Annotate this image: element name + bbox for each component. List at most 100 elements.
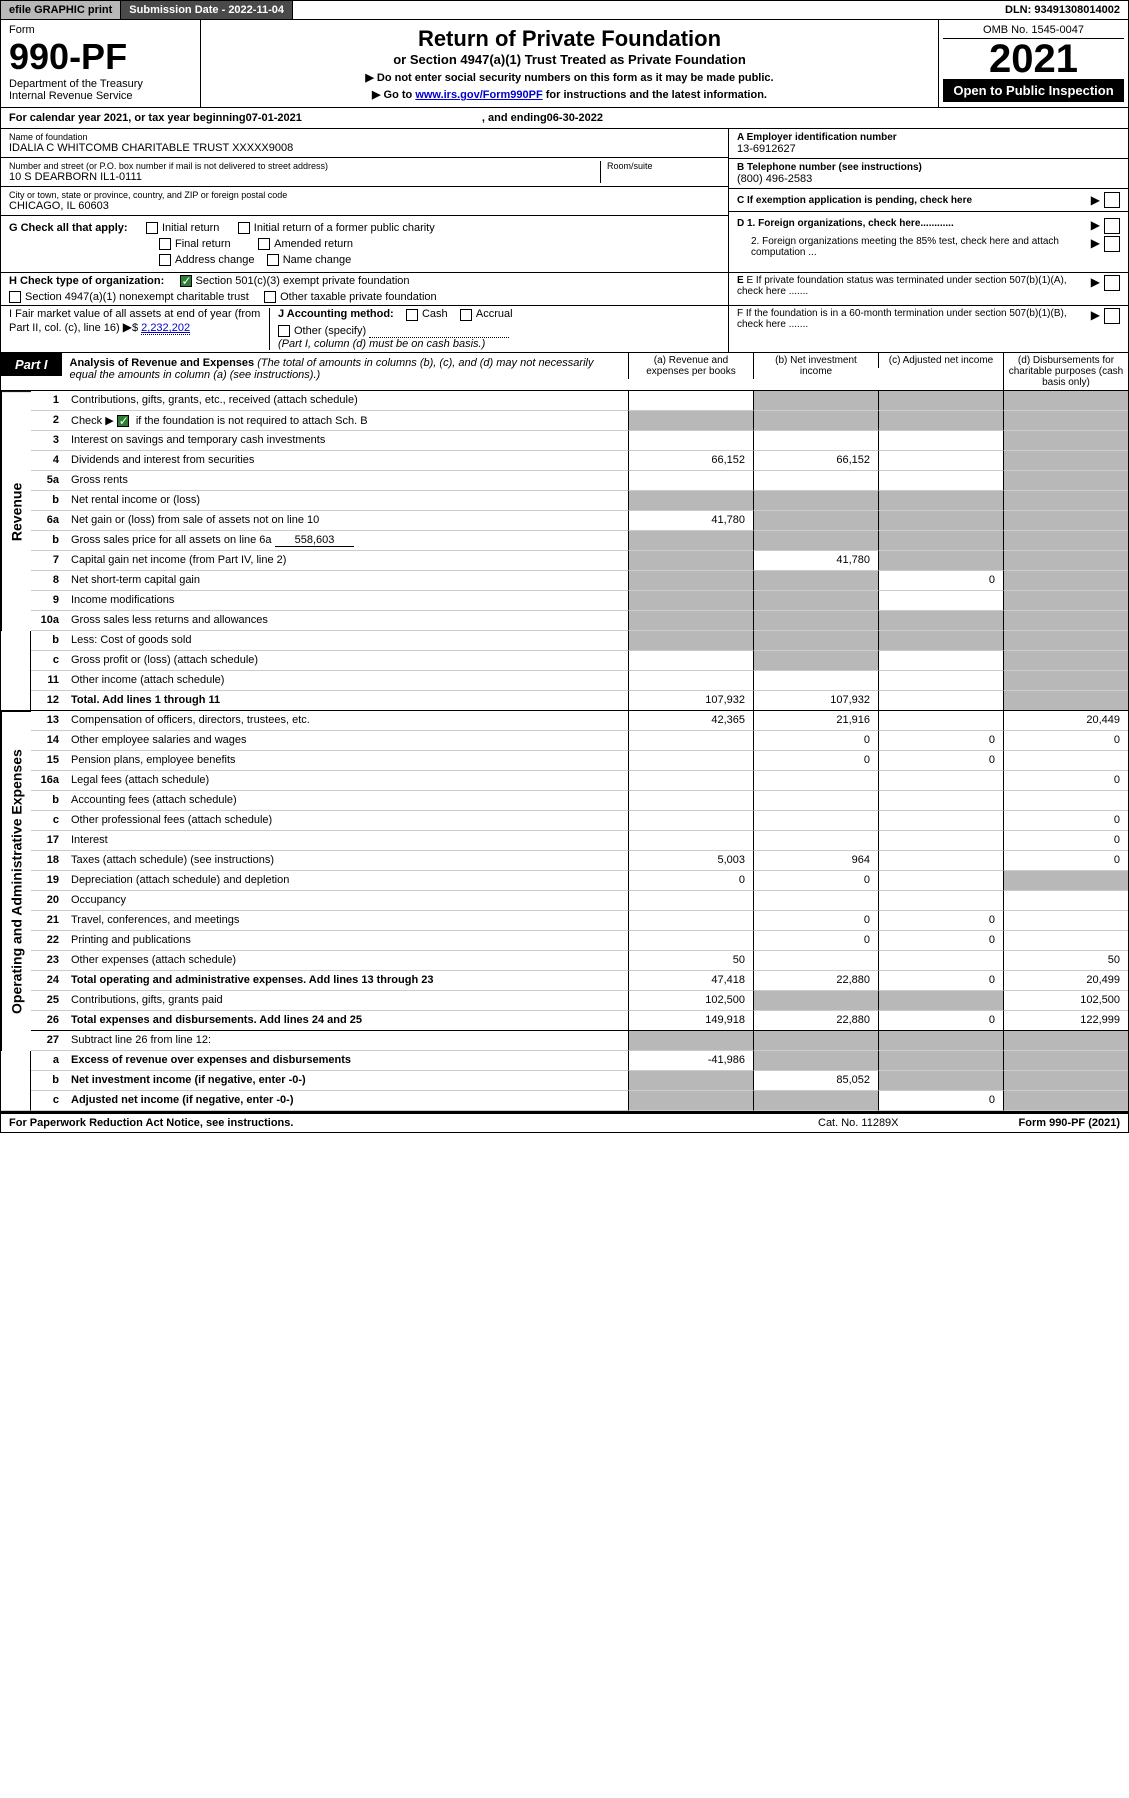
accrual-label: Accrual	[476, 308, 513, 320]
name-change-checkbox[interactable]	[267, 254, 279, 266]
amount: 0	[1003, 771, 1128, 791]
line-num: 27	[31, 1031, 67, 1051]
line-desc: Total operating and administrative expen…	[67, 971, 628, 991]
e-checkbox[interactable]	[1104, 275, 1120, 291]
4947-checkbox[interactable]	[9, 291, 21, 303]
line-num: 23	[31, 951, 67, 971]
line-num: 8	[31, 571, 67, 591]
initial-return-label: Initial return	[162, 222, 219, 234]
line-desc: Other income (attach schedule)	[67, 671, 628, 691]
arrow-icon: ▶	[1091, 275, 1100, 303]
line-desc: Contributions, gifts, grants, etc., rece…	[67, 391, 628, 411]
amount: 20,449	[1003, 711, 1128, 731]
amount: 0	[878, 731, 1003, 751]
line-desc: Accounting fees (attach schedule)	[67, 791, 628, 811]
line-num: 14	[31, 731, 67, 751]
other-taxable-checkbox[interactable]	[264, 291, 276, 303]
address-label: Number and street (or P.O. box number if…	[9, 161, 600, 171]
line27-grid: aExcess of revenue over expenses and dis…	[0, 1051, 1129, 1112]
note-ssn: ▶ Do not enter social security numbers o…	[221, 71, 918, 84]
line-num: b	[31, 1071, 67, 1091]
line-num: 21	[31, 911, 67, 931]
amount: 0	[753, 911, 878, 931]
amended-return-checkbox[interactable]	[258, 238, 270, 250]
dept-treasury: Department of the Treasury	[9, 78, 192, 90]
d2-checkbox[interactable]	[1104, 236, 1120, 252]
4947-label: Section 4947(a)(1) nonexempt charitable …	[25, 291, 249, 303]
dln: DLN: 93491308014002	[997, 1, 1128, 19]
fmv-value[interactable]: 2,232,202	[141, 322, 190, 335]
line-num: b	[31, 531, 67, 551]
amount: -41,986	[628, 1051, 753, 1071]
schb-checkbox[interactable]	[117, 415, 129, 427]
line-num: c	[31, 811, 67, 831]
line-num: 24	[31, 971, 67, 991]
amount: 0	[753, 931, 878, 951]
line-desc: Other employee salaries and wages	[67, 731, 628, 751]
address-change-checkbox[interactable]	[159, 254, 171, 266]
d1-checkbox[interactable]	[1104, 218, 1120, 234]
line-num: c	[31, 651, 67, 671]
d1-label: D 1. Foreign organizations, check here..…	[737, 218, 954, 229]
f-checkbox[interactable]	[1104, 308, 1120, 324]
h-label: H Check type of organization:	[9, 275, 164, 287]
note-goto-post: for instructions and the latest informat…	[546, 89, 767, 101]
line-desc: Income modifications	[67, 591, 628, 611]
line-desc: Excess of revenue over expenses and disb…	[67, 1051, 628, 1071]
501c3-checkbox[interactable]	[180, 275, 192, 287]
arrow-icon: ▶	[1091, 236, 1100, 258]
form990pf-link[interactable]: www.irs.gov/Form990PF	[415, 89, 542, 101]
submission-date: Submission Date - 2022-11-04	[121, 1, 293, 19]
amount: 42,365	[628, 711, 753, 731]
line-desc: Interest on savings and temporary cash i…	[67, 431, 628, 451]
arrow-icon: ▶	[1091, 308, 1100, 349]
line-desc: if the foundation is not required to att…	[133, 415, 368, 427]
col-b-header: (b) Net investment income	[753, 353, 878, 379]
other-method-label: Other (specify)	[294, 325, 366, 337]
initial-former-checkbox[interactable]	[238, 222, 250, 234]
amount: 0	[1003, 731, 1128, 751]
revenue-side-label: Revenue	[1, 391, 31, 631]
calendar-year-row: For calendar year 2021, or tax year begi…	[0, 108, 1129, 129]
address: 10 S DEARBORN IL1-0111	[9, 171, 600, 183]
col-d-header: (d) Disbursements for charitable purpose…	[1003, 353, 1128, 390]
entity-info: Name of foundation IDALIA C WHITCOMB CHA…	[0, 129, 1129, 216]
city-state-zip: CHICAGO, IL 60603	[9, 200, 720, 212]
line-num: 7	[31, 551, 67, 571]
line-num: b	[31, 631, 67, 651]
line-desc: Adjusted net income (if negative, enter …	[67, 1091, 628, 1111]
arrow-icon: ▶	[1091, 218, 1100, 234]
phone-label: B Telephone number (see instructions)	[737, 162, 1120, 173]
part1-badge: Part I	[1, 353, 62, 376]
amount: 0	[878, 571, 1003, 591]
amount: 5,003	[628, 851, 753, 871]
final-return-checkbox[interactable]	[159, 238, 171, 250]
line-num: 9	[31, 591, 67, 611]
amount: 0	[1003, 811, 1128, 831]
amount: 102,500	[1003, 991, 1128, 1011]
amount: 0	[1003, 851, 1128, 871]
line-num: 19	[31, 871, 67, 891]
amended-return-label: Amended return	[274, 238, 353, 250]
form-label: Form	[9, 24, 192, 36]
form-ref: Form 990-PF (2021)	[1019, 1117, 1120, 1129]
cat-no: Cat. No. 11289X	[818, 1117, 899, 1129]
paperwork-notice: For Paperwork Reduction Act Notice, see …	[9, 1117, 293, 1129]
line-desc: Compensation of officers, directors, tru…	[67, 711, 628, 731]
other-method-checkbox[interactable]	[278, 325, 290, 337]
exemption-pending-checkbox[interactable]	[1104, 192, 1120, 208]
amount: 22,880	[753, 1011, 878, 1031]
initial-return-checkbox[interactable]	[146, 222, 158, 234]
cash-checkbox[interactable]	[406, 309, 418, 321]
efile-print-button[interactable]: efile GRAPHIC print	[1, 1, 121, 19]
accrual-checkbox[interactable]	[460, 309, 472, 321]
amount: 22,880	[753, 971, 878, 991]
expenses-grid: Operating and Administrative Expenses 13…	[0, 711, 1129, 1051]
line-desc: Gross sales price for all assets on line…	[71, 534, 272, 546]
line-num: 15	[31, 751, 67, 771]
line-desc: Gross sales less returns and allowances	[67, 611, 628, 631]
section-g: G Check all that apply: Initial return I…	[0, 216, 1129, 273]
amount: 0	[878, 931, 1003, 951]
top-bar: efile GRAPHIC print Submission Date - 20…	[0, 0, 1129, 20]
open-public-badge: Open to Public Inspection	[943, 79, 1124, 102]
